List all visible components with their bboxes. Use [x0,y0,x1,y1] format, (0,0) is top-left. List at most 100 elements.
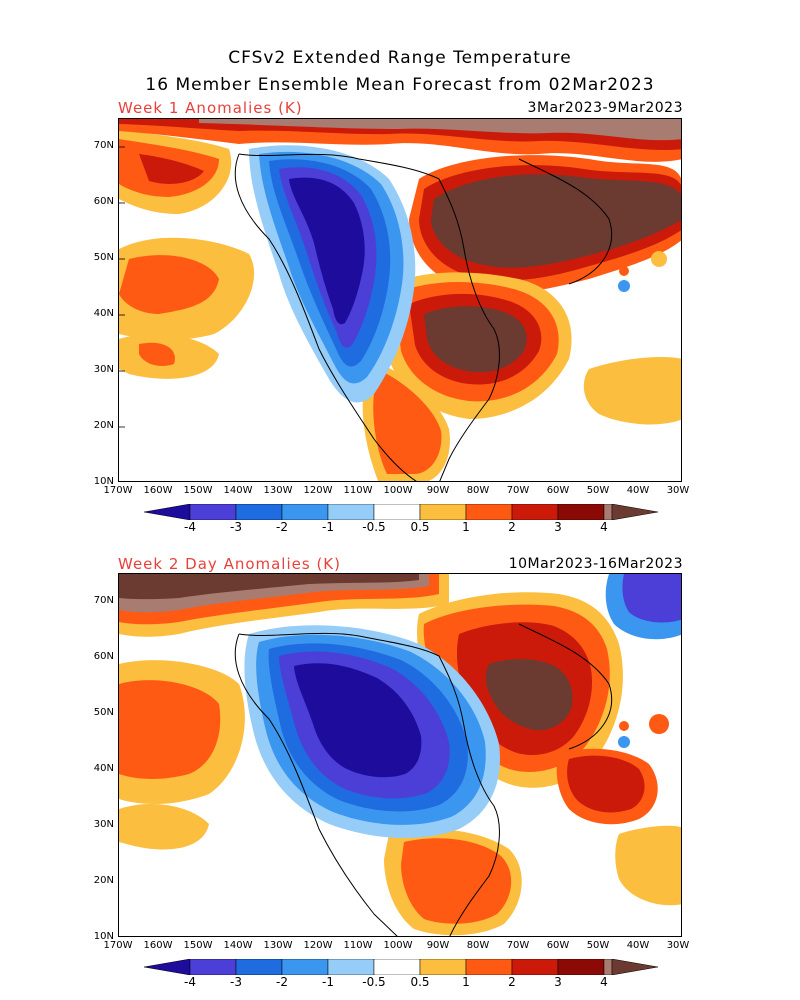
panel1-lon-label: 50W [586,485,610,496]
panel1-lat-label: 50N [93,252,114,263]
colorbar-swatch-m2 [235,958,283,976]
panel1-lat-label: 40N [93,308,114,319]
panel2-lat-label: 10N [93,931,114,942]
panel1-cb-label: 2 [508,520,516,534]
panel1-lat-label: 60N [93,196,114,207]
panel1-colorbar-swatches [143,503,659,521]
panel1-lon-label: 130W [263,485,293,496]
panel1-lon-label: 90W [426,485,450,496]
colorbar-swatch-p05 [419,958,467,976]
panel1-lon-label: 30W [666,485,690,496]
colorbar-swatch-zero [373,958,421,976]
colorbar-swatch-p05 [419,503,467,521]
panel1-lon-label: 140W [223,485,253,496]
panel2-lat-label: 60N [93,651,114,662]
figure-title-line2: 16 Member Ensemble Mean Forecast from 02… [145,75,655,95]
panel2-lon-label: 160W [143,940,173,951]
panel2-lon-label: 120W [303,940,333,951]
panel1-cb-label: -1 [322,520,334,534]
panel2-lon-label: 90W [426,940,450,951]
panel1-date-range: 3Mar2023-9Mar2023 [527,100,683,116]
colorbar-swatch-m4 [143,503,191,521]
panel1-lon-label: 120W [303,485,333,496]
colorbar-swatch-p1 [465,503,513,521]
panel1-cb-label: -4 [184,520,196,534]
panel2-label: Week 2 Day Anomalies (K) [118,555,341,573]
figure-title-line1: CFSv2 Extended Range Temperature [228,48,572,68]
panel1-cb-label: 0.5 [410,520,430,534]
panel2-cb-label: 1 [462,975,470,989]
panel2-cb-label: 2 [508,975,516,989]
colorbar-swatch-m4 [143,958,191,976]
panel1-cb-label: 3 [554,520,562,534]
colorbar-swatch-zero [373,503,421,521]
panel2-lat-label: 30N [93,819,114,830]
panel2-lon-label: 50W [586,940,610,951]
panel1-lon-label: 170W [103,485,133,496]
panel1-lon-label: 100W [383,485,413,496]
colorbar-swatch-m3 [189,958,237,976]
panel1-cb-label: -2 [276,520,288,534]
panel1-cb-label: 4 [600,520,608,534]
colorbar-swatch-m2 [235,503,283,521]
panel2-lon-label: 130W [263,940,293,951]
panel1-colorbar [143,503,659,524]
colorbar-swatch-m05 [327,958,375,976]
panel2-cb-label: 3 [554,975,562,989]
panel1-lat-label: 30N [93,364,114,375]
panel2-lon-label: 40W [626,940,650,951]
panel1-label: Week 1 Anomalies (K) [118,99,303,117]
colorbar-swatch-p2 [511,503,559,521]
panel2-cb-label: -4 [184,975,196,989]
panel1-lon-label: 40W [626,485,650,496]
colorbar-swatch-p2 [511,958,559,976]
panel2-lat-label: 40N [93,763,114,774]
panel2-anomaly-field [119,574,681,936]
panel2-lon-label: 110W [343,940,373,951]
panel1-lon-label: 80W [466,485,490,496]
panel2-cb-label: 4 [600,975,608,989]
panel2-lon-label: 100W [383,940,413,951]
panel1-map [118,118,682,482]
panel1-anomaly-field [119,119,681,481]
panel2-date-range: 10Mar2023-16Mar2023 [508,556,683,572]
panel2-lon-label: 140W [223,940,253,951]
panel2-lon-label: 30W [666,940,690,951]
panel1-cb-label: -0.5 [362,520,386,534]
colorbar-swatch-p3 [557,958,605,976]
panel2-lon-label: 170W [103,940,133,951]
colorbar-swatch-m1 [281,503,329,521]
panel2-lon-label: 60W [546,940,570,951]
panel2-lon-label: 70W [506,940,530,951]
colorbar-swatch-m05 [327,503,375,521]
panel1-cb-label: 1 [462,520,470,534]
panel2-cb-label: -0.5 [362,975,386,989]
panel2-lat-label: 70N [93,595,114,606]
panel2-colorbar [143,958,659,979]
panel1-lon-label: 70W [506,485,530,496]
panel1-lon-label: 150W [183,485,213,496]
colorbar-swatch-p1 [465,958,513,976]
colorbar-swatch-m3 [189,503,237,521]
panel1-lat-label: 70N [93,140,114,151]
colorbar-swatch-p3 [557,503,605,521]
panel1-lon-label: 110W [343,485,373,496]
panel1-cb-label: -3 [230,520,242,534]
colorbar-swatch-m1 [281,958,329,976]
colorbar-swatch-p4 [603,958,613,976]
panel2-cb-label: 0.5 [410,975,430,989]
panel2-lon-label: 150W [183,940,213,951]
panel2-cb-label: -3 [230,975,242,989]
panel2-lat-label: 20N [93,875,114,886]
colorbar-swatch-p5 [611,503,659,521]
panel1-lon-label: 160W [143,485,173,496]
colorbar-swatch-p4 [603,503,613,521]
panel1-lon-label: 60W [546,485,570,496]
panel2-lon-label: 80W [466,940,490,951]
panel2-cb-label: -1 [322,975,334,989]
panel1-lat-label: 10N [93,476,114,487]
panel2-colorbar-swatches [143,958,659,976]
colorbar-swatch-p5 [611,958,659,976]
panel1-lat-label: 20N [93,420,114,431]
panel2-lat-label: 50N [93,707,114,718]
